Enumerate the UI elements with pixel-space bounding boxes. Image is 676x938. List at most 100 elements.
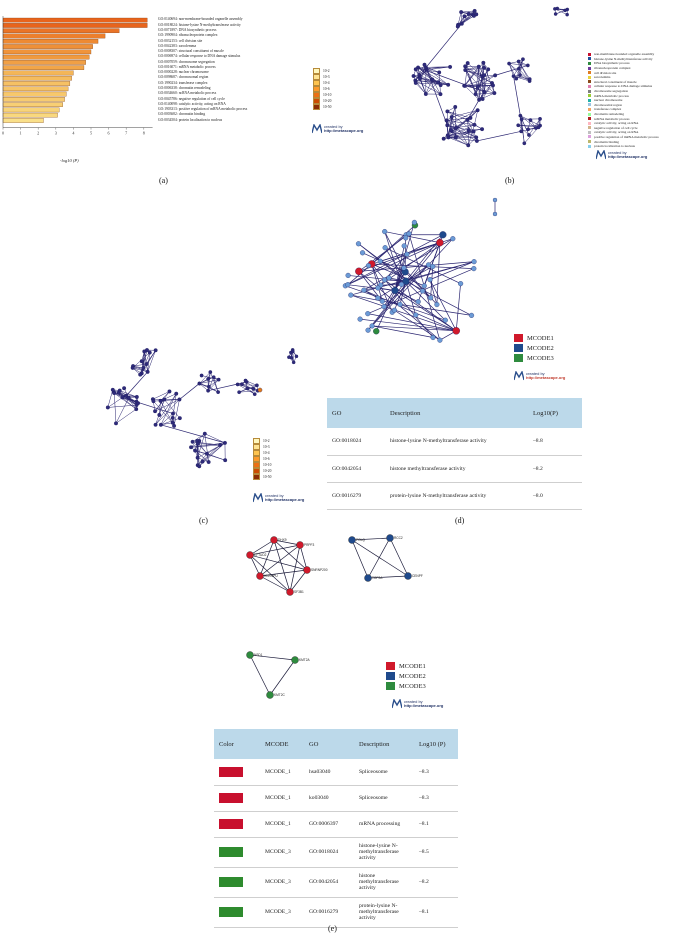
network-edge bbox=[350, 294, 401, 305]
network-node bbox=[402, 277, 410, 285]
network-edge bbox=[363, 289, 379, 299]
scale-swatch bbox=[313, 86, 320, 92]
logo-url[interactable]: http://metascape.org bbox=[526, 375, 566, 380]
node-label: EFTUD2 bbox=[254, 553, 267, 557]
network-edge bbox=[405, 264, 429, 282]
node-label: KMT2C bbox=[274, 693, 286, 697]
network-edge bbox=[197, 443, 208, 454]
network-node bbox=[454, 125, 459, 130]
network-edge bbox=[367, 313, 457, 332]
go-name: cellular response to DNA damage stimulus bbox=[178, 54, 241, 59]
x-tick-label: 5 bbox=[90, 131, 92, 136]
network-node bbox=[555, 6, 560, 11]
network-node bbox=[382, 277, 388, 283]
network-node bbox=[246, 551, 254, 559]
legend-swatch bbox=[588, 126, 591, 130]
legend-item: MCODE1 bbox=[514, 333, 554, 343]
go-term-label: GO:1903313: positive regulation of mRNA … bbox=[158, 107, 248, 112]
scale-step: 10-2 bbox=[253, 438, 271, 444]
panel-label-e: (e) bbox=[328, 924, 337, 933]
network-node bbox=[114, 421, 118, 426]
legend-item: MCODE3 bbox=[514, 353, 554, 363]
scale-swatch bbox=[313, 98, 320, 104]
network-node bbox=[452, 327, 460, 335]
network-edge bbox=[358, 243, 431, 299]
network-edge bbox=[371, 263, 474, 269]
network-edge bbox=[273, 539, 301, 546]
network-node bbox=[375, 285, 381, 291]
network-edge bbox=[269, 659, 296, 696]
network-edge bbox=[520, 115, 537, 129]
metascape-mark-icon bbox=[312, 124, 322, 134]
scale-label: 10-4 bbox=[263, 451, 270, 455]
legend-item: catalytic activity, acting on RNA bbox=[588, 130, 659, 135]
scale-label: 10-50 bbox=[323, 105, 332, 109]
legend-label: ribonucleoprotein complex bbox=[594, 66, 631, 71]
logo-url[interactable]: http://metascape.org bbox=[608, 154, 648, 159]
scale-label: 10-2 bbox=[263, 439, 270, 443]
network-edge bbox=[425, 67, 448, 126]
metascape-logo: created by http://metascape.org bbox=[514, 371, 565, 381]
network-edge bbox=[351, 539, 409, 577]
network-node bbox=[216, 377, 221, 382]
metascape-mark-icon bbox=[253, 493, 263, 503]
network-node bbox=[197, 381, 202, 386]
network-node bbox=[401, 265, 407, 271]
network-node bbox=[257, 387, 263, 393]
legend-item: chromatin remodeling bbox=[588, 112, 659, 117]
network-edge bbox=[384, 247, 461, 284]
table-cell: protein-lysine N-methyltransferase activ… bbox=[354, 897, 414, 928]
network-edge bbox=[115, 397, 129, 424]
network-node bbox=[514, 76, 519, 81]
mcode-pathway-table: Color MCODE GO Description Log10 (P) MCO… bbox=[214, 729, 458, 928]
legend-swatch bbox=[588, 61, 591, 65]
legend-item: catalytic activity, acting on RNA bbox=[588, 121, 659, 126]
network-node bbox=[492, 211, 498, 217]
network-edge bbox=[465, 66, 495, 94]
network-node bbox=[120, 395, 125, 400]
network-node bbox=[411, 74, 416, 78]
network-node bbox=[434, 301, 440, 308]
legend-label: positive regulation of mRNA metabolic pr… bbox=[594, 134, 659, 139]
legend-label: MCODE3 bbox=[527, 354, 554, 362]
col-logp: Log10 (P) bbox=[414, 729, 458, 759]
network-edge bbox=[114, 392, 137, 410]
go-name: structural constituent of muscle bbox=[178, 49, 224, 54]
legend-swatch bbox=[514, 334, 523, 342]
network-edge bbox=[430, 266, 434, 298]
network-edge bbox=[173, 399, 180, 426]
network-node bbox=[172, 423, 177, 428]
network-node bbox=[421, 283, 427, 289]
legend-item: transferase complex bbox=[588, 107, 659, 112]
network-edge bbox=[429, 279, 457, 331]
legend-label: ncRNA metabolic process bbox=[594, 116, 630, 121]
go-name: nuclear chromosome bbox=[178, 70, 209, 75]
network-node bbox=[397, 301, 403, 307]
legend-item: MCODE2 bbox=[514, 343, 554, 353]
table-row: MCODE_1 hsa03040 Spliceosome –8.3 bbox=[214, 759, 458, 786]
network-edge bbox=[380, 242, 440, 262]
network-node bbox=[386, 275, 392, 281]
table-cell: protein-lysine N-methyltransferase activ… bbox=[385, 482, 528, 510]
network-node bbox=[134, 394, 139, 399]
network-edge bbox=[447, 135, 469, 146]
table-cell: Spliceosome bbox=[354, 785, 414, 812]
table-cell: hsa03040 bbox=[304, 759, 354, 786]
network-node bbox=[270, 536, 278, 544]
logo-url[interactable]: http://metascape.org bbox=[324, 128, 364, 133]
network-edge bbox=[508, 63, 530, 82]
legend-item: negative regulation of cell cycle bbox=[588, 126, 659, 131]
network-edge bbox=[199, 371, 211, 384]
logo-url[interactable]: http://metascape.org bbox=[404, 703, 444, 708]
mcode-networks-e: DHX9 PRPF3 SNRNP200 SF3B1 HNRNPU EFTUD2 POLQ RC… bbox=[246, 534, 423, 699]
network-node bbox=[445, 133, 450, 138]
table-cell: MCODE_1 bbox=[260, 785, 304, 812]
scale-label: 10-10 bbox=[323, 93, 332, 97]
logo-url[interactable]: http://metascape.org bbox=[265, 497, 305, 502]
go-name: DNA biosynthetic process bbox=[178, 27, 217, 32]
legend-label: chromatin remodeling bbox=[594, 112, 625, 117]
legend-label: protein localization to nucleus bbox=[594, 144, 635, 149]
table-row: GO:0018024 histone-lysine N-methyltransfe… bbox=[327, 428, 582, 456]
network-edge bbox=[465, 67, 485, 71]
network-node bbox=[190, 439, 195, 444]
